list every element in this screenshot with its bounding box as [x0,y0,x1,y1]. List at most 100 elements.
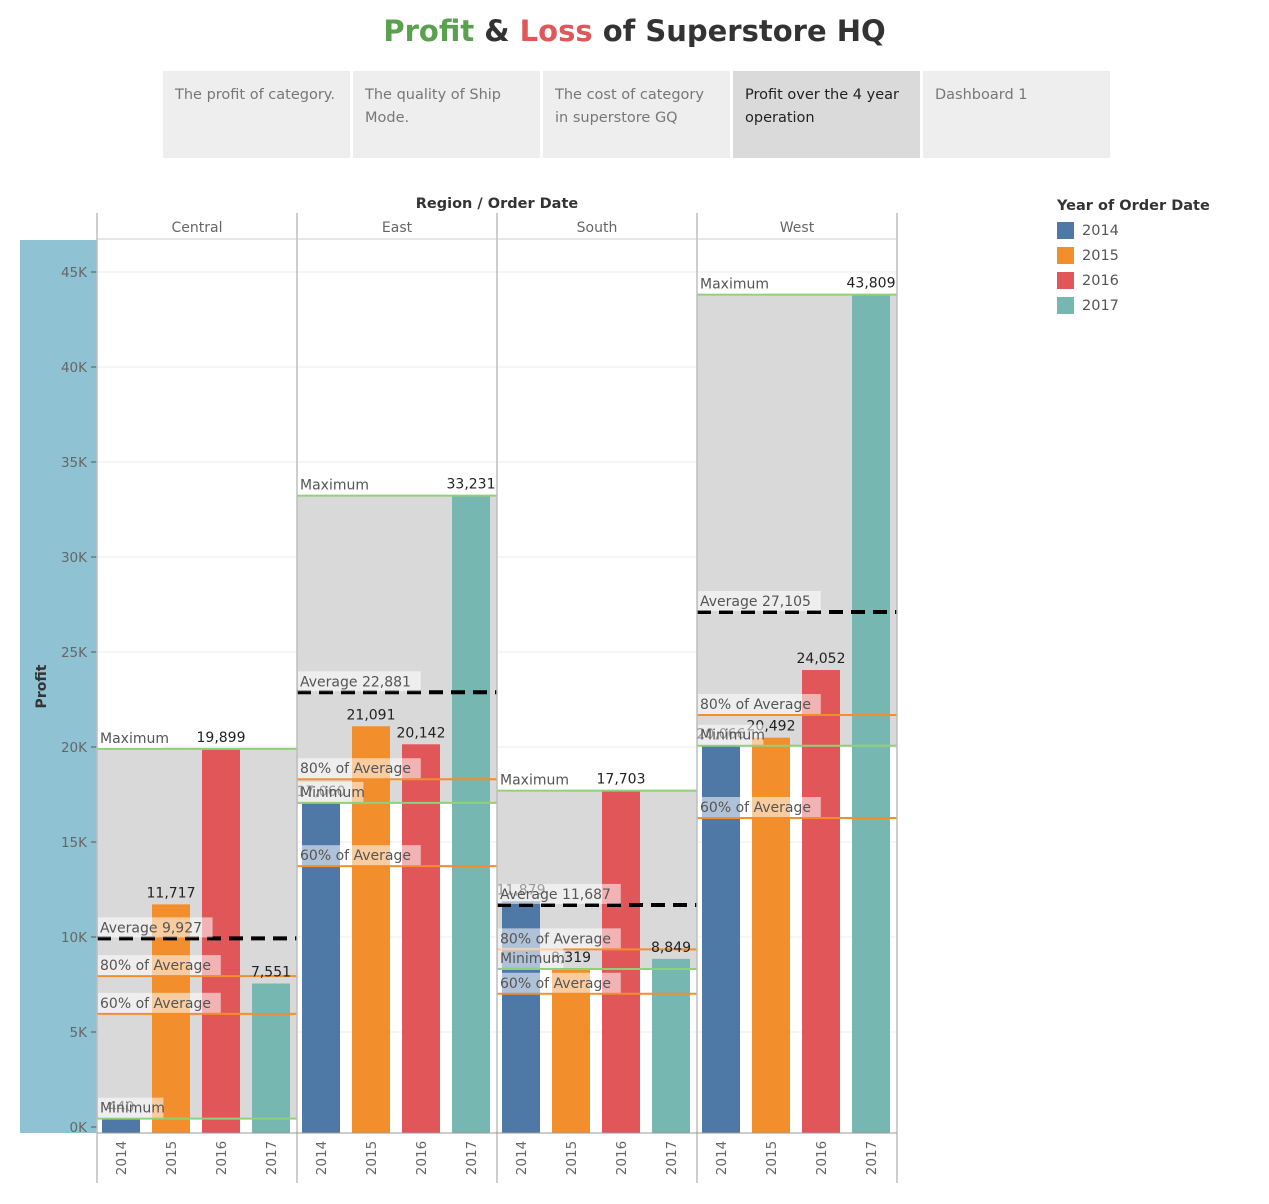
bar-west-2016 [802,670,840,1133]
data-label-west-2016: 24,052 [797,651,846,667]
data-label-central-2016: 19,899 [197,730,246,746]
maximum-label-west-bg [698,273,764,294]
y-tick-label-1: 5K [70,1025,89,1041]
maximum-label-east-bg [298,474,364,495]
data-label-west-2017: 43,809 [847,276,896,292]
pct60-label-south: 60% of Average [500,976,611,992]
tab-dashboard-1[interactable]: Dashboard 1 [923,71,1110,158]
legend-label-2017: 2017 [1082,297,1119,314]
pct60-label-west-bg [698,797,821,818]
bar-central-2014 [102,1118,140,1133]
bar-east-2016 [402,744,440,1133]
bar-central-2015 [152,904,190,1133]
minimum-label-west-bg [698,724,764,745]
y-axis-band [20,240,97,1133]
y-tick-label-4: 20K [61,740,88,756]
title-loss-word: Loss [519,14,593,48]
x-tick-label-east-2016: 2016 [414,1141,430,1175]
maximum-label-south: Maximum [500,773,569,789]
pct60-label-east: 60% of Average [300,848,411,864]
maximum-label-central-bg [98,727,164,748]
average-label-west-bg [698,591,821,612]
minimum-label-east-bg [298,781,364,802]
legend-swatch-2015 [1057,247,1074,264]
tab-cost-of-category[interactable]: The cost of category in superstore GQ [543,71,730,158]
y-tick-label-2: 10K [61,930,88,946]
y-tick-label-7: 35K [61,455,88,471]
tab-quality-of-ship-mode[interactable]: The quality of Ship Mode. [353,71,540,158]
pct80-label-east-bg [298,758,421,779]
pct60-label-central: 60% of Average [100,996,211,1012]
pct80-label-south: 80% of Average [500,931,611,947]
legend-item-2017[interactable]: 2017 [1057,293,1210,318]
tab-profit-over-4-years[interactable]: Profit over the 4 year operation [733,71,920,158]
pct60-label-central-bg [98,992,221,1013]
legend-item-2015[interactable]: 2015 [1057,243,1210,268]
average-label-east: Average 22,881 [300,674,411,690]
pct80-label-east: 80% of Average [300,761,411,777]
pct60-label-west: 60% of Average [700,800,811,816]
pct80-label-central-bg [98,955,221,976]
y-tick-label-8: 40K [61,360,88,376]
pct60-label-east-bg [298,845,421,866]
average-label-south: Average 11,687 [500,887,611,903]
average-label-west: Average 27,105 [700,594,811,610]
x-tick-label-central-2016: 2016 [214,1141,230,1175]
bar-central-2016 [202,748,240,1133]
x-tick-label-east-2014: 2014 [314,1141,330,1175]
bar-south-2016 [602,790,640,1133]
legend: Year of Order Date 2014 2015 2016 2017 [1057,198,1210,318]
data-label-central-2017: 7,551 [251,965,291,981]
average-label-central: Average 9,927 [100,920,202,936]
data-label-east-2016: 20,142 [397,725,446,741]
title-ampersand: & [474,14,520,48]
x-tick-label-central-2017: 2017 [264,1141,280,1175]
data-label-south-2017: 8,849 [651,940,691,956]
legend-swatch-2014 [1057,222,1074,239]
bar-west-2015 [752,737,790,1133]
title-rest: of Superstore HQ [592,14,886,48]
legend-label-2016: 2016 [1082,272,1119,289]
pct80-label-west-bg [698,694,821,715]
bar-south-2017 [652,958,690,1133]
legend-title: Year of Order Date [1057,198,1210,214]
x-tick-label-south-2014: 2014 [514,1141,530,1175]
tab-profit-of-category[interactable]: The profit of category. [163,71,350,158]
bar-central-2017 [252,983,290,1133]
minimum-label-east: Minimum [300,785,365,801]
maximum-label-south-bg [498,769,564,790]
pct60-label-south-bg [498,972,621,993]
bar-west-2017 [852,294,890,1133]
dashboard-title: Profit & Loss of Superstore HQ [0,14,1269,48]
x-tick-label-central-2015: 2015 [164,1141,180,1175]
maximum-label-west: Maximum [700,277,769,293]
x-tick-label-central-2014: 2014 [114,1141,130,1175]
pct80-label-south-bg [498,928,621,949]
title-profit-word: Profit [383,14,475,48]
legend-label-2014: 2014 [1082,222,1119,239]
data-label-east-2015: 21,091 [347,707,396,723]
x-tick-label-south-2016: 2016 [614,1141,630,1175]
maximum-label-east: Maximum [300,478,369,494]
legend-item-2016[interactable]: 2016 [1057,268,1210,293]
pct80-label-west: 80% of Average [700,697,811,713]
minimum-label-central-bg [98,1097,164,1118]
minimum-label-central: Minimum [100,1101,165,1117]
profit-bar-chart: Profit Region / Order Date 0K 5K 10K 15K 20K 25… [20,196,898,1183]
x-tick-label-west-2014: 2014 [714,1141,730,1175]
legend-label-2015: 2015 [1082,247,1119,264]
bar-east-2017 [452,495,490,1134]
maximum-label-central: Maximum [100,731,169,747]
x-tick-label-west-2016: 2016 [814,1141,830,1175]
y-tick-label-5: 25K [61,645,88,661]
bar-south-2015 [552,968,590,1133]
legend-item-2014[interactable]: 2014 [1057,218,1210,243]
region-header-east: East [382,220,413,236]
average-label-south-bg [498,883,621,904]
x-tick-label-west-2015: 2015 [764,1141,780,1175]
average-label-east-bg [298,671,421,692]
region-header-central: Central [172,220,223,236]
data-label-central-2015: 11,717 [147,885,196,901]
y-tick-label-3: 15K [61,835,88,851]
x-tick-label-east-2017: 2017 [464,1141,480,1175]
